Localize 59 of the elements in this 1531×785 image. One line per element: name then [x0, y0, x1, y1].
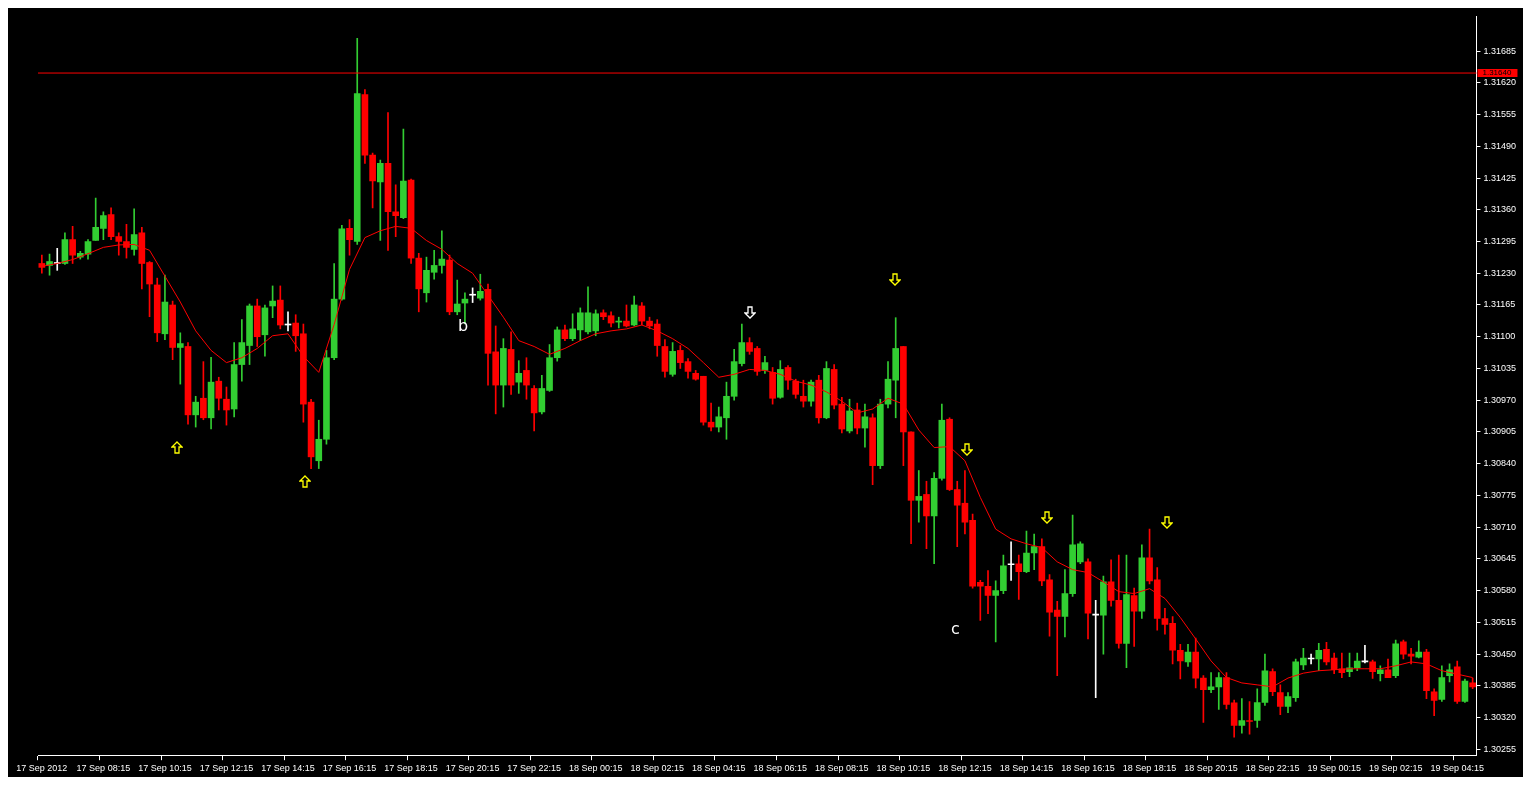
y-tick-label: 1.30970	[1483, 394, 1517, 405]
y-tick-label: 1.30450	[1483, 648, 1517, 659]
y-tick-label: 1.30840	[1483, 458, 1517, 469]
x-tick-label: 17 Sep 10:15	[138, 763, 192, 774]
y-tick-label: 1.30905	[1483, 426, 1517, 437]
x-tick-label: 17 Sep 2012	[16, 763, 68, 774]
x-tick-label: 18 Sep 20:15	[1184, 763, 1238, 774]
x-tick-label: 17 Sep 22:15	[507, 763, 561, 774]
y-tick-label: 1.31035	[1483, 362, 1517, 373]
x-tick-label: 17 Sep 18:15	[384, 763, 438, 774]
y-tick-label: 1.30710	[1483, 521, 1517, 532]
candlestick	[176, 332, 184, 385]
x-tick-label: 19 Sep 00:15	[1307, 763, 1361, 774]
y-tick-label: 1.31360	[1483, 204, 1517, 215]
y-tick-label: 1.31685	[1483, 45, 1517, 56]
annotation: b	[457, 315, 469, 335]
y-tick-label: 1.30775	[1483, 489, 1517, 500]
candlestick	[1007, 541, 1015, 581]
x-tick-label: 18 Sep 00:15	[568, 763, 623, 774]
y-tick-label: 1.31425	[1483, 172, 1517, 183]
y-tick-label: 1.30385	[1483, 680, 1517, 691]
x-tick-label: 18 Sep 04:15	[691, 763, 746, 774]
y-tick-label: 1.31490	[1483, 140, 1517, 151]
x-tick-label: 17 Sep 14:15	[261, 763, 315, 774]
x-tick-label: 18 Sep 22:15	[1245, 763, 1300, 774]
x-tick-label: 17 Sep 08:15	[76, 763, 131, 774]
y-tick-label: 1.31295	[1483, 235, 1517, 246]
x-tick-label: 18 Sep 02:15	[630, 763, 685, 774]
candlestick	[1215, 672, 1223, 710]
x-tick-label: 18 Sep 16:15	[1061, 763, 1115, 774]
y-tick-label: 1.31165	[1483, 299, 1516, 310]
y-tick-label: 1.30580	[1483, 585, 1517, 596]
candlestick	[1015, 554, 1023, 600]
x-tick-label: 18 Sep 18:15	[1122, 763, 1177, 774]
y-tick-label: 1.31555	[1483, 109, 1517, 120]
y-tick-label: 1.30320	[1483, 712, 1517, 723]
candlestick	[453, 279, 461, 316]
x-tick-label: 18 Sep 12:15	[938, 763, 992, 774]
x-tick-label: 18 Sep 06:15	[753, 763, 808, 774]
x-tick-label: 19 Sep 04:15	[1430, 763, 1485, 774]
y-tick-label: 1.30645	[1483, 553, 1517, 564]
y-tick-label: 1.30255	[1483, 743, 1517, 754]
x-tick-label: 19 Sep 02:15	[1368, 763, 1423, 774]
y-tick-label: 1.31100	[1483, 331, 1516, 342]
x-tick-label: 17 Sep 12:15	[199, 763, 254, 774]
x-tick-label: 18 Sep 14:15	[999, 763, 1054, 774]
x-tick-label: 17 Sep 16:15	[322, 763, 377, 774]
x-tick-label: 18 Sep 08:15	[815, 763, 869, 774]
candlestick	[915, 470, 923, 523]
y-tick-label: 1.31230	[1483, 267, 1517, 278]
ref-line-label: 1.31640	[1482, 68, 1512, 78]
candlestick	[376, 159, 384, 241]
candlestick	[515, 360, 523, 394]
x-tick-label: 18 Sep 10:15	[876, 763, 931, 774]
y-tick-label: 1.31620	[1483, 77, 1517, 88]
x-tick-label: 17 Sep 20:15	[445, 763, 500, 774]
y-tick-label: 1.30515	[1483, 616, 1517, 627]
annotation: c	[950, 618, 960, 638]
candlestick	[1238, 698, 1246, 734]
